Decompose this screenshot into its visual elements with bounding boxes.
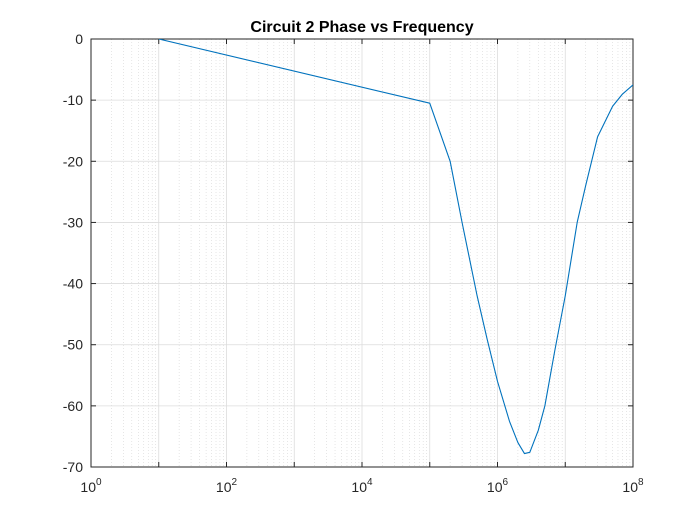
y-tick-label: -40 [63,276,83,292]
x-tick-label: 108 [622,477,644,495]
y-tick-label: -30 [63,214,83,230]
x-tick-label: 102 [216,477,238,495]
x-tick-label: 106 [487,477,509,495]
y-tick-label: -60 [63,398,83,414]
series-line [158,39,633,455]
y-tick-label: -10 [63,92,83,108]
y-tick-label: 0 [75,31,83,47]
x-tick-labels: 100 102 104 106 108 [80,477,644,495]
y-tick-label: -20 [63,153,83,169]
y-tick-labels: 0 -10 -20 -30 -40 -50 -60 -70 [63,31,83,475]
y-tick-label: -50 [63,337,83,353]
chart-title: Circuit 2 Phase vs Frequency [250,19,473,36]
y-tick-label: -70 [63,459,83,475]
grid [90,38,634,468]
series [158,39,633,455]
tick-marks [90,38,634,468]
x-tick-label: 100 [80,477,102,495]
x-tick-label: 104 [351,477,373,495]
